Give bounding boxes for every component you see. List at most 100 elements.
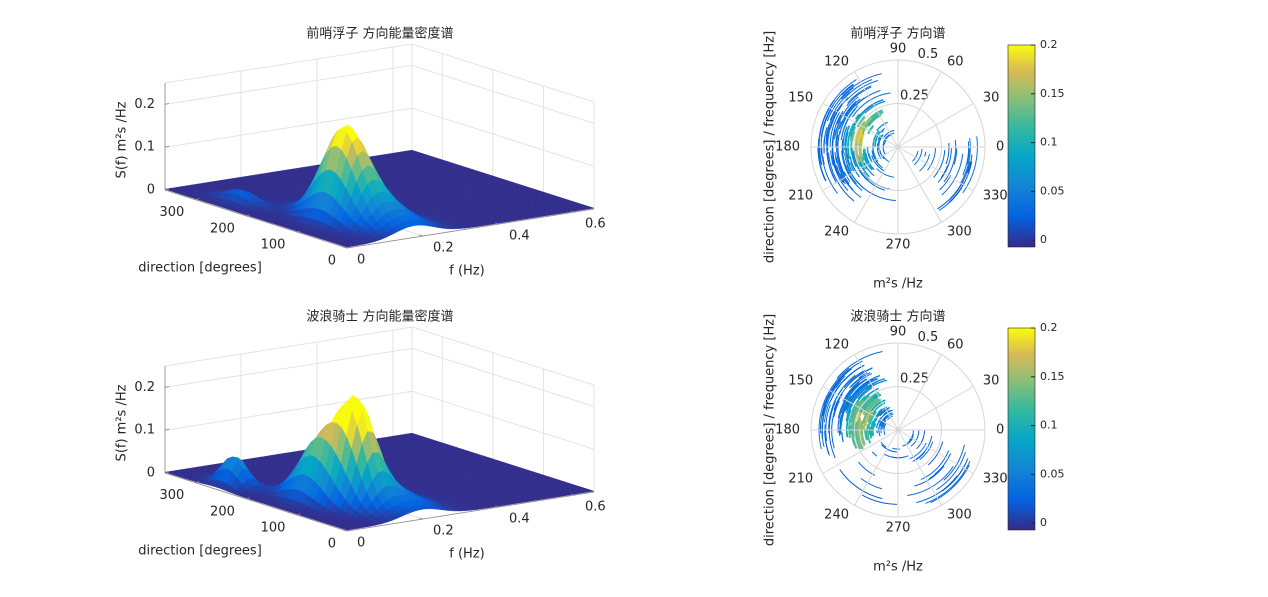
y-tick-label: 200 xyxy=(210,221,235,236)
theta-tick-label: 0 xyxy=(996,140,1004,155)
spectrum-arc xyxy=(880,128,886,132)
spectrum-arc xyxy=(860,392,880,413)
colorbar-tick-label: 0.2 xyxy=(1040,321,1058,334)
spectrum-arc xyxy=(839,98,861,130)
spectrum-arc xyxy=(846,86,872,107)
spectrum-arc xyxy=(834,151,838,164)
spectrum-arc xyxy=(833,367,873,411)
spectrum-arc xyxy=(880,441,887,448)
x-tick-label: 0.4 xyxy=(509,229,530,244)
spectrum-arc xyxy=(914,465,945,487)
chart-title: 波浪骑士 方向谱 xyxy=(850,309,945,325)
spectrum-arc xyxy=(826,134,835,179)
spectrum-arc xyxy=(843,369,866,388)
theta-tick-label: 150 xyxy=(788,374,813,389)
tick-mark xyxy=(195,481,200,484)
spectrum-arc xyxy=(855,89,881,107)
spectrum-arc xyxy=(953,148,958,165)
colorbar-tick-label: 0.15 xyxy=(1040,87,1065,100)
chart-title: 前哨浮子 方向能量密度谱 xyxy=(306,26,453,42)
surface-patch xyxy=(341,527,353,531)
spectrum-arc xyxy=(848,400,860,439)
spectrum-arc xyxy=(869,426,873,439)
spectrum-arc xyxy=(916,435,933,460)
x-axis-label: f (Hz) xyxy=(449,264,484,279)
spectrum-arc xyxy=(870,399,886,412)
colorbar-tick-label: 0.05 xyxy=(1040,467,1065,480)
spectrum-arc xyxy=(925,460,971,504)
theta-tick-label: 180 xyxy=(775,423,800,438)
theta-tick-label: 330 xyxy=(983,189,1008,204)
colorbar-tick-label: 0 xyxy=(1040,516,1047,529)
spectrum-arc xyxy=(933,150,946,178)
spectrum-arc xyxy=(864,152,875,171)
theta-tick-label: 300 xyxy=(947,507,972,522)
y-axis-label: direction [degrees] / frequency [Hz] xyxy=(763,31,778,263)
x-tick-label: 0 xyxy=(357,253,365,268)
spectrum-arc xyxy=(822,375,846,435)
wall-edge xyxy=(164,326,595,492)
spectrum-arc xyxy=(930,489,951,503)
r-tick-label: 0.25 xyxy=(900,372,929,387)
spectrum-arc xyxy=(825,109,837,145)
tick-mark xyxy=(494,222,500,225)
colorbar-tick-label: 0 xyxy=(1040,233,1047,246)
spectrum-arc xyxy=(820,104,834,142)
theta-tick-label: 120 xyxy=(824,55,849,70)
theta-tick-label: 270 xyxy=(886,238,911,253)
spectrum-arc xyxy=(851,92,891,118)
spectrum-arc xyxy=(949,464,970,491)
tick-mark xyxy=(494,505,500,508)
spectrum-arc xyxy=(845,79,879,101)
spectrum-arc xyxy=(892,447,901,450)
grid-spoke xyxy=(897,354,942,431)
spectrum-arc xyxy=(832,128,844,184)
spectrum-arc xyxy=(848,381,878,411)
z-tick-label: 0.1 xyxy=(134,423,155,438)
spectrum-arc xyxy=(909,429,914,441)
spectrum-arc xyxy=(844,152,864,189)
spectrum-arc xyxy=(849,156,861,178)
colorbar-tick-label: 0.05 xyxy=(1040,184,1065,197)
spectrum-arc xyxy=(877,406,891,417)
spectrum-arc xyxy=(858,395,874,413)
spectrum-arc xyxy=(821,147,838,194)
spectrum-arc xyxy=(847,85,872,104)
tick-mark xyxy=(164,386,170,388)
spectrum-arc xyxy=(881,130,884,133)
theta-tick-label: 270 xyxy=(886,521,911,536)
theta-tick-label: 240 xyxy=(824,224,849,239)
spectrum-arc xyxy=(884,132,895,141)
spectrum-arc xyxy=(866,404,873,412)
spectrum-arc xyxy=(849,126,856,142)
z-axis-label: S(f) m²s /Hz xyxy=(115,384,130,461)
tick-mark xyxy=(570,493,576,496)
y-tick-label: 0 xyxy=(328,537,336,552)
spectrum-arc xyxy=(916,475,958,504)
spectrum-arc xyxy=(876,416,882,426)
theta-tick-label: 210 xyxy=(788,472,813,487)
theta-tick-label: 60 xyxy=(947,55,964,70)
spectrum-arc xyxy=(907,434,914,444)
grid-spoke xyxy=(897,386,974,431)
tick-mark xyxy=(346,529,352,532)
spectrum-arc xyxy=(872,130,880,142)
spectrum-arc xyxy=(876,121,888,132)
spectrum-arc xyxy=(939,175,952,191)
spectrum-arc xyxy=(854,421,862,450)
spectrum-arc xyxy=(876,168,895,178)
spectrum-arc xyxy=(870,420,875,437)
spectrum-arc xyxy=(829,111,841,148)
y-tick-label: 100 xyxy=(261,237,286,252)
x-tick-label: 0.2 xyxy=(433,524,454,539)
spectrum-arc xyxy=(927,441,944,466)
spectrum-arc xyxy=(830,73,882,113)
spectrum-arc xyxy=(959,138,971,184)
spectrum-arc xyxy=(872,394,880,399)
spectrum-arc xyxy=(945,142,950,165)
spectrum-arc xyxy=(844,179,854,191)
spectrum-arc xyxy=(910,430,920,447)
tick-mark xyxy=(570,210,576,213)
grid-spoke xyxy=(897,71,942,148)
spectrum-arc xyxy=(853,408,861,423)
